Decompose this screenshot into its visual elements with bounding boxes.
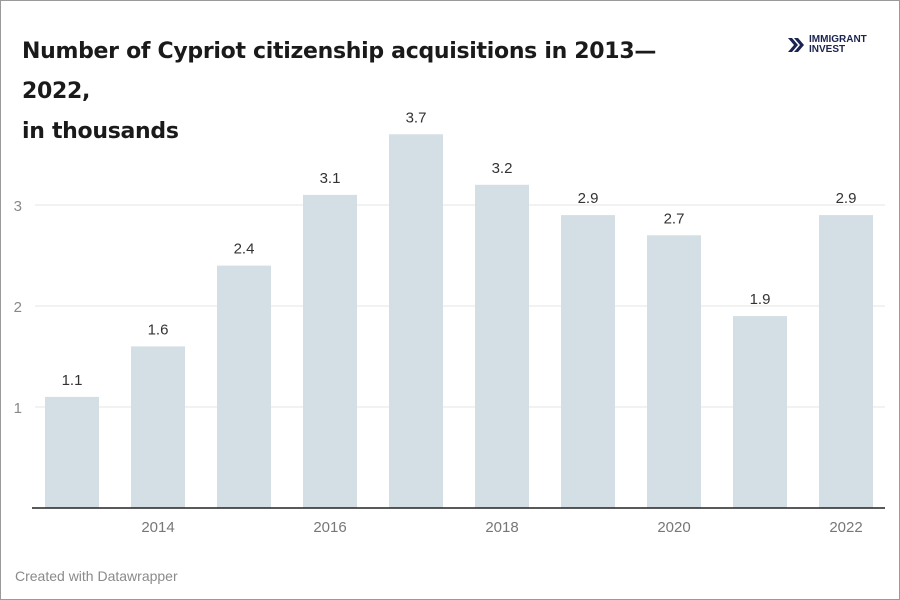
y-tick-label: 3 xyxy=(14,198,22,215)
x-tick-label: 2022 xyxy=(829,519,862,536)
footer-credit: Created with Datawrapper xyxy=(15,568,178,584)
bar-2013 xyxy=(45,396,99,508)
y-tick-label: 1 xyxy=(14,400,22,417)
data-label: 2.9 xyxy=(578,190,599,207)
data-label: 2.9 xyxy=(836,190,857,207)
bar-2019 xyxy=(561,215,615,508)
data-label: 3.1 xyxy=(320,170,341,187)
x-tick-label: 2014 xyxy=(141,519,174,536)
logo-line2: INVEST xyxy=(809,44,846,55)
bar-2022 xyxy=(819,215,873,508)
x-tick-label: 2016 xyxy=(313,519,346,536)
bar-2016 xyxy=(303,194,357,508)
data-label: 1.6 xyxy=(148,321,169,338)
logo: IMMIGRANT INVEST xyxy=(788,35,867,55)
bar-2017 xyxy=(389,134,443,509)
data-label: 3.2 xyxy=(492,160,513,177)
bar-2014 xyxy=(131,346,185,508)
bar-2015 xyxy=(217,265,271,508)
data-label: 3.7 xyxy=(406,109,427,126)
double-chevron-right-icon xyxy=(788,38,804,52)
bar-2021 xyxy=(733,316,787,508)
data-label: 2.4 xyxy=(234,241,255,258)
bar-2018 xyxy=(475,184,529,509)
chart-title: Number of Cypriot citizenship acquisitio… xyxy=(22,39,657,144)
y-tick-label: 2 xyxy=(14,299,22,316)
data-label: 2.7 xyxy=(664,210,685,227)
bar-2020 xyxy=(647,235,701,509)
data-label: 1.9 xyxy=(750,291,771,308)
x-tick-label: 2020 xyxy=(657,519,690,536)
x-tick-label: 2018 xyxy=(485,519,518,536)
logo-line1: IMMIGRANT xyxy=(809,34,867,45)
data-label: 1.1 xyxy=(62,372,83,389)
